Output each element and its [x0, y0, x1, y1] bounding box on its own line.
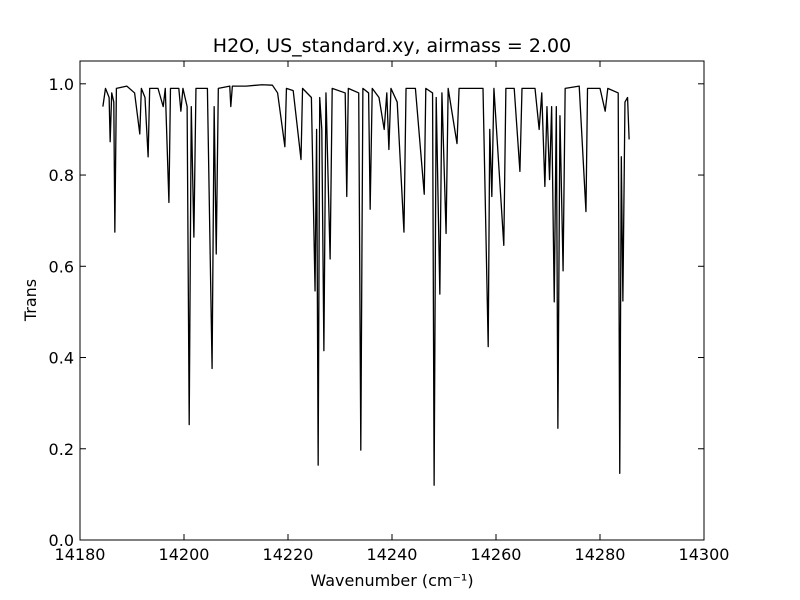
y-tick-label: 0.6	[49, 257, 74, 276]
y-tick-label: 0.2	[49, 440, 74, 459]
y-tick-label: 0.0	[49, 531, 74, 550]
x-tick-label: 14240	[367, 545, 418, 564]
y-tick-label: 0.4	[49, 349, 74, 368]
y-tick-label: 1.0	[49, 75, 74, 94]
x-tick-label: 14260	[471, 545, 522, 564]
x-tick-label: 14280	[575, 545, 626, 564]
x-tick-label: 14180	[55, 545, 106, 564]
x-tick-label: 14200	[159, 545, 210, 564]
x-tick-label: 14300	[679, 545, 730, 564]
spectrum-line	[102, 84, 630, 486]
y-axis-label: Trans	[21, 279, 40, 322]
x-tick-label: 14220	[263, 545, 314, 564]
y-tick-label: 0.8	[49, 166, 74, 185]
chart-title: H2O, US_standard.xy, airmass = 2.00	[213, 35, 571, 57]
x-axis-label: Wavenumber (cm⁻¹)	[310, 571, 473, 590]
